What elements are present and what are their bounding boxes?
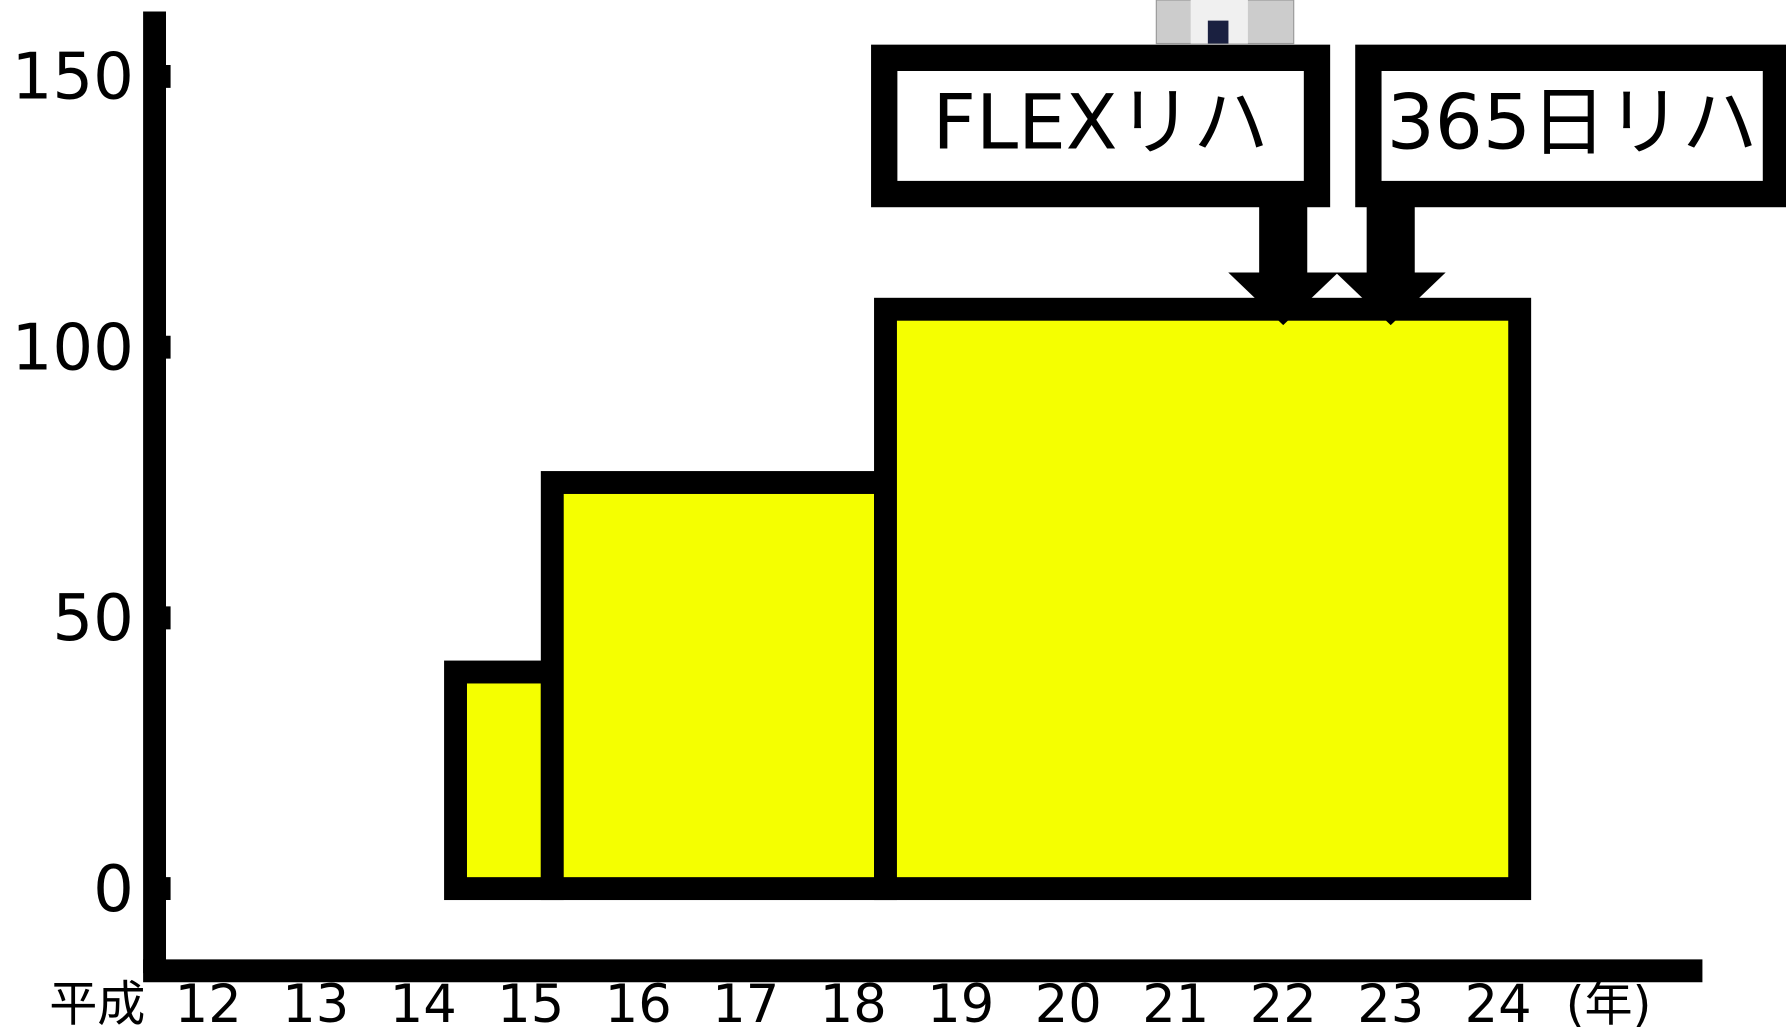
- bar: [874, 297, 1532, 901]
- x-tick-label: 19: [927, 974, 994, 1032]
- x-tick-label: 23: [1357, 974, 1424, 1032]
- arrow-shaft: [1366, 201, 1415, 275]
- arrow-shaft: [1259, 201, 1308, 275]
- x-tick-label: 15: [497, 974, 564, 1032]
- annotation-text: FLEXリハ: [933, 79, 1269, 167]
- x-tick-label: 18: [820, 974, 887, 1032]
- x-tick-label: 20: [1035, 974, 1102, 1032]
- y-tick-label: 0: [93, 852, 134, 927]
- x-tick-label: 13: [282, 974, 349, 1032]
- x-tick-label: 21: [1142, 974, 1209, 1032]
- x-unit: (年): [1566, 976, 1652, 1032]
- x-tick-label: 24: [1465, 974, 1532, 1032]
- x-prefix: 平成: [49, 976, 145, 1032]
- annotation-box: [1358, 48, 1786, 204]
- y-tick-label: 150: [12, 40, 134, 115]
- photo-tie: [1207, 20, 1229, 44]
- bar: [444, 660, 564, 901]
- bar: [540, 471, 897, 901]
- arrow-head: [1335, 272, 1446, 326]
- x-tick-label: 16: [605, 974, 672, 1032]
- x-tick-label: 17: [712, 974, 779, 1032]
- y-tick-label: 100: [12, 310, 134, 385]
- x-tick-label: 22: [1250, 974, 1317, 1032]
- arrow-head: [1228, 272, 1339, 326]
- x-tick-label: 12: [175, 974, 242, 1032]
- annotation-box-outer: [871, 44, 1331, 208]
- annotation-text: 365日リハ: [1387, 79, 1758, 167]
- x-tick-label: 14: [390, 974, 457, 1032]
- y-tick-label: 50: [52, 581, 134, 656]
- annotation-box: [874, 48, 1327, 204]
